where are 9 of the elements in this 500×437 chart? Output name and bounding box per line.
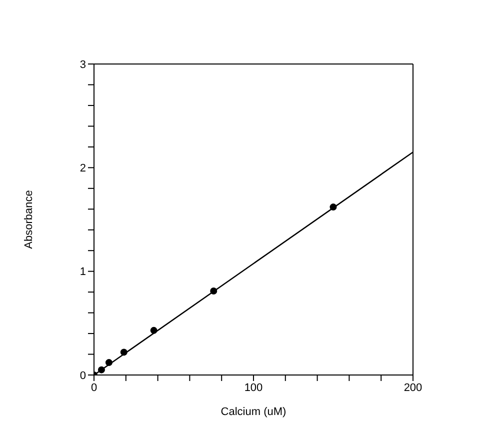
y-tick-label: 0 xyxy=(80,370,86,382)
x-axis-title: Calcium (uM) xyxy=(220,406,286,418)
y-axis-title: Absorbance xyxy=(22,190,35,249)
x-tick-label: 200 xyxy=(404,382,422,394)
x-tick-label: 100 xyxy=(244,382,263,394)
y-tick-label: 3 xyxy=(80,58,86,71)
x-tick-label: 0 xyxy=(90,382,98,394)
y-tick-label: 1 xyxy=(80,266,86,278)
y-tick-label: 2 xyxy=(80,162,86,175)
